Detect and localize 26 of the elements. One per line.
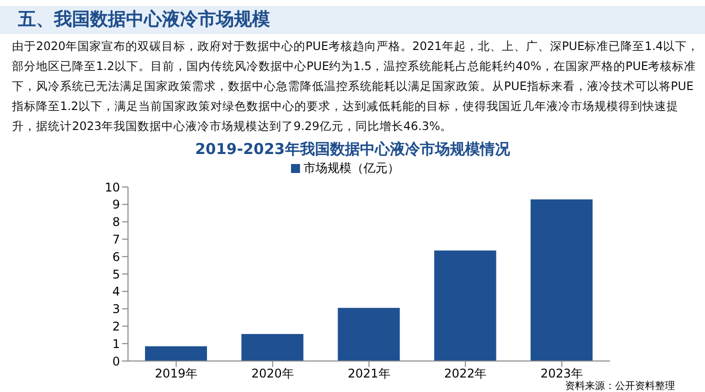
y-tick-label: 8 — [112, 215, 120, 230]
x-tick-label: 2020年 — [251, 366, 294, 381]
y-tick-label: 1 — [112, 336, 120, 351]
y-tick-label: 4 — [112, 284, 120, 299]
bar — [145, 346, 207, 361]
x-tick-label: 2023年 — [540, 366, 584, 381]
text: 五、我国数据中心液冷市场规模 — [18, 8, 270, 32]
x-tick-label: 2019年 — [154, 366, 198, 381]
y-tick-label: 7 — [112, 232, 120, 246]
y-tick-label: 6 — [112, 250, 120, 264]
text: 由于2020年国家宣布的双碳目标，政府对于数据中心的PUE考核趋向严格。2021年起，北、上、广、深PUE标准已降至1.4以下，部分地区已降至1.2以下。目前，国内传统风冷数据中心PUE约为1.5，温控系统能耗占总能耗约40%，在国家严格的PUE考核标准下，风冷系统已无法满足国家政策需求，数据中心急需降低温控系统能耗以满足国家政策。从PUE指标来看，液冷技术可以将PUE指标降至1.2以下，满足当前国家政策对绿色数据中心的要求，达到减低耗能的目标，使得我国近几年液冷市场规模得到快速提升，据统计2023年我国数据中心液冷市场规模达到了9.29亿元，同比增长46.3%。 — [12, 38, 700, 135]
y-tick-label: 0 — [112, 354, 120, 368]
y-tick-label: 10 — [104, 180, 120, 194]
x-tick-label: 2022年 — [444, 366, 487, 381]
x-tick-label: 2021年 — [348, 366, 390, 381]
y-tick-label: 3 — [112, 302, 120, 316]
text: 资料来源：公开资料整理 — [565, 380, 675, 392]
y-tick-label: 5 — [112, 267, 120, 282]
bar — [338, 308, 400, 361]
bar — [530, 199, 593, 361]
chart-title: 2019-2023年我国数据中心液冷市场规模情况 — [194, 140, 511, 159]
legend-label: 市场规模（亿元） — [304, 161, 400, 175]
bar — [241, 334, 304, 361]
bar — [434, 250, 496, 361]
y-tick-label: 9 — [112, 198, 120, 212]
y-tick-label: 2 — [112, 319, 120, 334]
